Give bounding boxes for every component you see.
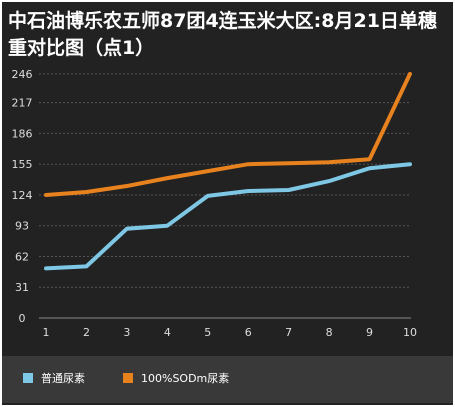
x-tick-label: 2	[83, 326, 90, 339]
y-axis-ticks: 0 31 62 93 124 155 186 217 246	[12, 68, 33, 325]
x-tick-label: 10	[403, 326, 417, 339]
legend-swatch-series-2	[123, 373, 133, 383]
x-tick-label: 3	[123, 326, 130, 339]
x-tick-label: 5	[204, 326, 211, 339]
y-tick-label: 124	[12, 189, 33, 202]
x-axis-ticks: 1 2 3 4 5 6 7 8 9 10	[43, 326, 418, 339]
y-tick-label: 62	[15, 250, 29, 263]
y-tick-label: 186	[12, 127, 33, 140]
y-tick-label: 217	[12, 97, 33, 110]
y-tick-label: 0	[19, 312, 26, 325]
x-tick-label: 8	[326, 326, 333, 339]
series-line-1	[44, 162, 412, 271]
y-tick-label: 155	[12, 158, 33, 171]
y-tick-label: 246	[12, 68, 33, 81]
series-line-2	[44, 71, 412, 197]
x-tick-label: 9	[366, 326, 373, 339]
grid	[39, 73, 411, 319]
x-tick-label: 7	[285, 326, 292, 339]
legend: 普通尿素 100%SODm尿素	[2, 356, 453, 403]
legend-swatch-series-1	[23, 373, 33, 383]
y-tick-label: 31	[15, 281, 29, 294]
chart-title: 中石油博乐农五师87团4连玉米大区:8月21日单穗重对比图（点1）	[8, 10, 437, 59]
legend-label-series-2: 100%SODm尿素	[141, 372, 230, 385]
legend-label-series-1: 普通尿素	[41, 372, 85, 385]
y-tick-label: 93	[15, 220, 29, 233]
legend-item-series-1: 普通尿素	[23, 370, 85, 386]
series-lines	[44, 71, 412, 271]
x-tick-label: 6	[245, 326, 252, 339]
x-tick-label: 1	[43, 326, 50, 339]
legend-item-series-2: 100%SODm尿素	[123, 370, 229, 386]
x-tick-label: 4	[164, 326, 171, 339]
